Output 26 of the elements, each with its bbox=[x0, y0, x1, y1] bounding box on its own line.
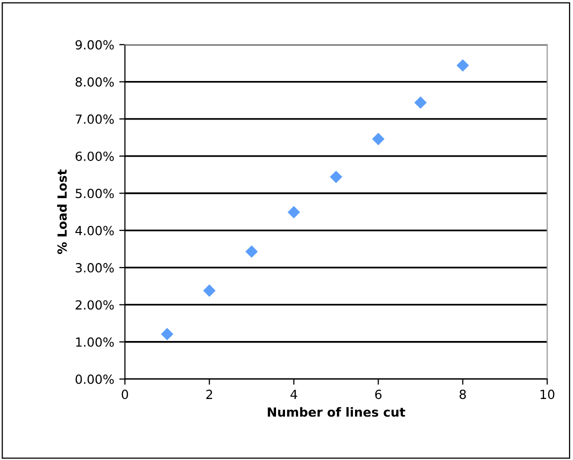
point bbox=[414, 96, 427, 109]
y-tick-label: 9.00% bbox=[76, 40, 114, 50]
y-tick-label: 3.00% bbox=[76, 263, 114, 272]
point bbox=[203, 284, 216, 297]
x-tick-label: 0 bbox=[122, 390, 128, 400]
y-tick-label: 5.00% bbox=[76, 188, 114, 198]
x-tick-label: 6 bbox=[375, 390, 382, 400]
y-tick-label: 4.00% bbox=[75, 226, 114, 236]
point bbox=[456, 59, 469, 72]
point bbox=[372, 132, 385, 146]
x-tick-label: 10 bbox=[540, 390, 554, 400]
x-tick-label: 4 bbox=[290, 390, 298, 399]
point bbox=[288, 206, 300, 218]
y-tick-label: 2.00% bbox=[76, 300, 114, 310]
y-tick-label: 8.00% bbox=[76, 77, 114, 87]
point bbox=[160, 328, 174, 340]
y-tick-label: 1.00% bbox=[76, 337, 114, 347]
y-tick-label: 6.00% bbox=[76, 152, 114, 162]
x-axis-title: Number of lines cut bbox=[268, 407, 406, 417]
point bbox=[330, 170, 342, 184]
point bbox=[245, 245, 258, 258]
x-tick-label: 2 bbox=[206, 390, 212, 399]
x-tick-label: 8 bbox=[460, 390, 466, 400]
y-axis-title: % Load Lost bbox=[57, 170, 67, 254]
y-tick-label: 7.00% bbox=[76, 114, 114, 124]
y-tick-label: 0.00% bbox=[76, 374, 114, 384]
